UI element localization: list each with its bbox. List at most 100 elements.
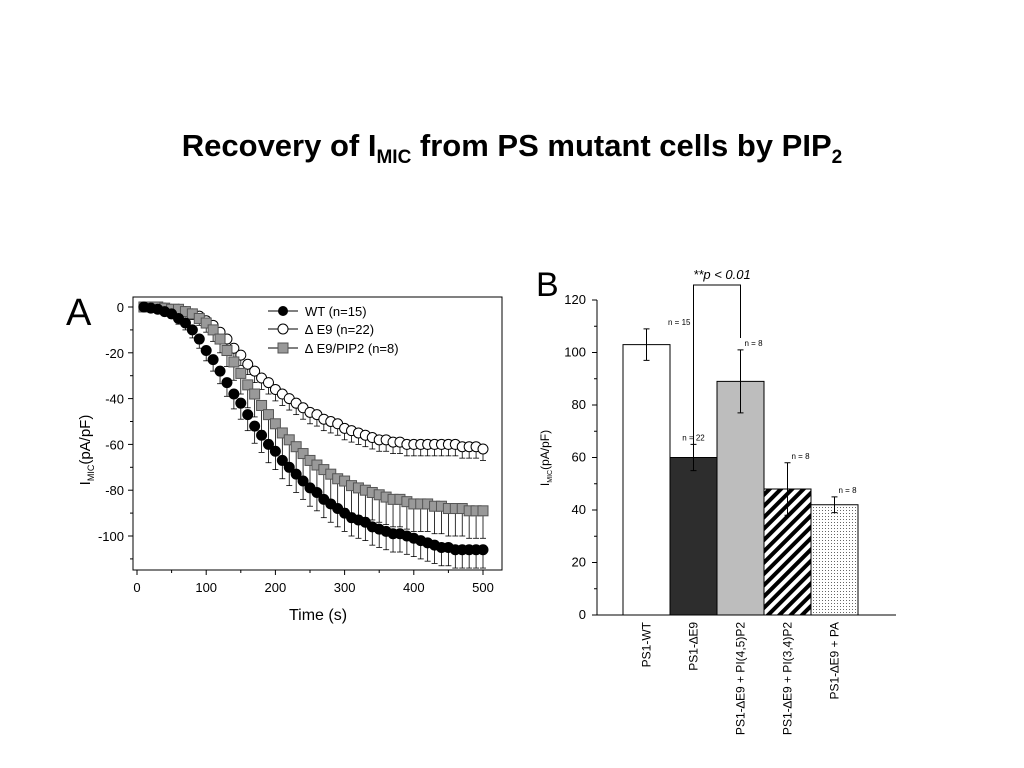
y-axis-label-subscript: MIC <box>86 464 96 481</box>
wt-data-point <box>200 345 212 357</box>
wt-data-point <box>269 445 281 457</box>
x-tick-label: 100 <box>195 580 217 595</box>
legend-marker <box>277 323 289 335</box>
legend-label: ∆ E9 (n=22) <box>305 322 374 337</box>
x-axis-label: Time (s) <box>289 607 347 624</box>
y-axis-label-subscript: MIC <box>547 470 554 483</box>
bar <box>716 380 765 616</box>
title-text: Recovery of I <box>181 128 377 163</box>
y-axis-label-main: I <box>538 483 552 486</box>
n-label: n = 8 <box>792 452 811 461</box>
significance-bracket <box>693 284 741 450</box>
de9-pip2-data-point <box>290 441 302 453</box>
n-label: n = 15 <box>668 318 691 327</box>
y-tick-label: 0 <box>579 607 586 622</box>
wt-data-point <box>214 365 226 377</box>
wt-data-point <box>193 333 205 345</box>
wt-data-point <box>228 388 240 400</box>
panel-b-label: B <box>536 266 559 304</box>
x-tick-label: 400 <box>403 580 425 595</box>
de9-pip2-data-point <box>276 427 288 439</box>
y-tick-label: 60 <box>572 450 586 465</box>
y-tick-label: 40 <box>572 502 586 517</box>
category-label: PS1-WT <box>640 621 654 667</box>
wt-data-point <box>221 377 233 389</box>
plot-frame <box>132 296 503 571</box>
y-tick-label: -20 <box>105 346 124 361</box>
bar <box>622 344 671 616</box>
de9-pip2-data-point <box>207 324 219 336</box>
de9-pip2-data-point <box>297 448 309 460</box>
wt-data-point <box>235 397 247 409</box>
n-label: n = 8 <box>745 339 764 348</box>
y-axis-label-unit: (pA/pF) <box>538 430 552 470</box>
significance-annotation: **p < 0.01 <box>693 267 750 282</box>
title-text-2: from PS mutant cells by PIP <box>411 128 832 163</box>
legend-label: WT (n=15) <box>305 304 367 319</box>
bar <box>669 457 718 616</box>
wt-data-point <box>276 454 288 466</box>
y-axis-label: IMIC(pA/pF) <box>538 430 554 486</box>
wt-data-point <box>207 354 219 366</box>
de9-pip2-data-point <box>477 505 489 517</box>
y-axis-label: IMIC(pA/pF) <box>77 415 96 486</box>
title-subscript-mic: MIC <box>376 147 412 168</box>
y-tick-label: 0 <box>117 300 124 315</box>
y-tick-label: -60 <box>105 437 124 452</box>
de9-pip2-data-point <box>262 409 274 421</box>
wt-data-point <box>242 409 254 421</box>
y-tick-label: -80 <box>105 483 124 498</box>
y-tick-label: -100 <box>98 529 124 544</box>
y-tick-label: 120 <box>564 292 586 307</box>
de9-pip2-data-point <box>242 379 254 391</box>
y-tick-label: -40 <box>105 392 124 407</box>
de9-data-point <box>477 443 489 455</box>
panel-a-chart: A 0 100 200 300 400 500 0 -20 -40 -60 -80 -100 WT (… <box>66 292 503 624</box>
category-label: PS1-∆E9 <box>687 622 701 671</box>
legend-label: ∆ E9/PIP2 (n=8) <box>305 341 399 356</box>
y-tick-label: 100 <box>564 345 586 360</box>
de9-pip2-data-point <box>235 367 247 379</box>
x-tick-label: 0 <box>133 580 140 595</box>
category-label: PS1-∆E9 + PI(4,5)P2 <box>734 622 748 735</box>
category-label: PS1-∆E9 + PI(3,4)P2 <box>781 622 795 735</box>
wt-data-point <box>297 475 309 487</box>
wt-data-point <box>186 324 198 336</box>
de9-data-point <box>249 365 261 377</box>
legend-marker <box>277 342 289 354</box>
de9-data-point <box>242 358 254 370</box>
bar <box>810 504 859 616</box>
slide-title: Recovery of IMIC from PS mutant cells by… <box>0 126 1024 178</box>
wt-data-point <box>311 486 323 498</box>
panel-a-label: A <box>66 292 92 334</box>
y-axis-label-unit: (pA/pF) <box>77 415 94 465</box>
de9-data-point <box>262 377 274 389</box>
wt-data-point <box>477 544 489 556</box>
de9-pip2-data-point <box>214 333 226 345</box>
y-tick-label: 80 <box>572 397 586 412</box>
y-tick-label: 20 <box>572 555 586 570</box>
wt-data-point <box>249 420 261 432</box>
x-tick-label: 200 <box>265 580 287 595</box>
wt-data-point <box>290 468 302 480</box>
title-subscript-2: 2 <box>831 147 843 168</box>
de9-pip2-data-point <box>256 399 268 411</box>
x-tick-label: 300 <box>334 580 356 595</box>
de9-pip2-data-point <box>283 434 295 446</box>
de9-pip2-data-point <box>269 418 281 430</box>
wt-data-point <box>262 438 274 450</box>
x-tick-label: 500 <box>472 580 494 595</box>
n-label: n = 8 <box>839 486 858 495</box>
legend-marker <box>278 306 288 316</box>
wt-data-point <box>256 429 268 441</box>
de9-pip2-data-point <box>221 345 233 357</box>
category-label: PS1-∆E9 + PA <box>828 622 842 700</box>
de9-pip2-data-point <box>200 317 212 329</box>
y-axis-label-main: I <box>77 481 94 485</box>
wt-data-point <box>283 461 295 473</box>
de9-pip2-data-point <box>228 356 240 368</box>
de9-pip2-data-point <box>249 388 261 400</box>
wt-data-point <box>179 317 191 329</box>
